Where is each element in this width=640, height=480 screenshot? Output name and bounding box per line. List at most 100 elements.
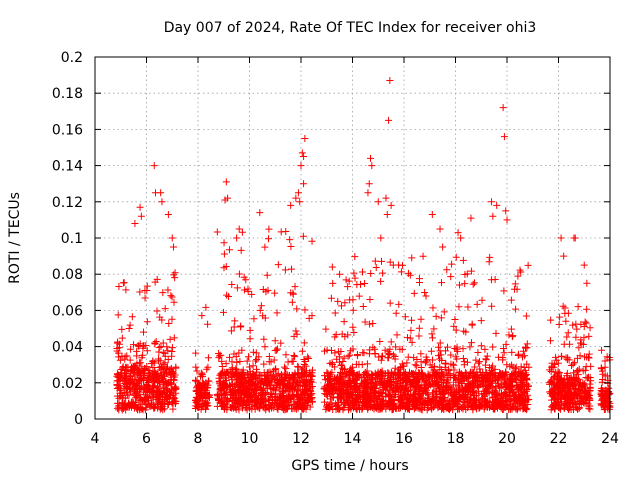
data-point (397, 397, 405, 405)
data-point (525, 382, 533, 390)
data-point (485, 258, 493, 266)
data-point (379, 372, 387, 380)
data-point (505, 396, 513, 404)
data-point (472, 356, 480, 364)
data-point (265, 397, 273, 405)
data-point (345, 368, 353, 376)
data-point (573, 354, 581, 362)
data-point (238, 373, 246, 381)
data-point (371, 257, 379, 265)
data-point (495, 401, 503, 409)
x-tick-label: 8 (194, 431, 203, 447)
data-point (404, 334, 412, 342)
data-point (546, 380, 554, 388)
data-point (122, 286, 130, 294)
data-point (167, 371, 175, 379)
data-point (249, 348, 257, 356)
data-point (338, 395, 346, 403)
data-point (200, 389, 208, 397)
data-point (599, 394, 607, 402)
data-point (172, 383, 180, 391)
data-point (250, 370, 258, 378)
data-point (116, 386, 124, 394)
data-point (332, 400, 340, 408)
data-point (264, 235, 272, 243)
data-point (220, 250, 228, 258)
data-point (435, 343, 443, 351)
data-point (288, 357, 296, 365)
data-point (559, 379, 567, 387)
data-point (341, 299, 349, 307)
data-point (237, 246, 245, 254)
data-point (245, 363, 253, 371)
data-point (499, 104, 507, 112)
data-point (274, 370, 282, 378)
data-point (218, 357, 226, 365)
data-point (417, 315, 425, 323)
data-point (559, 302, 567, 310)
data-point (417, 363, 425, 371)
data-point (521, 389, 529, 397)
data-point (563, 333, 571, 341)
data-point (219, 383, 227, 391)
data-point (156, 405, 164, 413)
data-point (481, 345, 489, 353)
data-point (584, 389, 592, 397)
data-point (463, 358, 471, 366)
data-point (118, 325, 126, 333)
data-point (114, 371, 122, 379)
data-point (347, 405, 355, 413)
data-point (566, 398, 574, 406)
data-point (444, 343, 452, 351)
data-point (271, 289, 279, 297)
data-point (222, 360, 230, 368)
data-point (289, 289, 297, 297)
data-point (362, 388, 370, 396)
data-point (252, 357, 260, 365)
data-point (261, 343, 269, 351)
data-point (468, 321, 476, 329)
data-point (442, 347, 450, 355)
data-point (335, 399, 343, 407)
data-point (360, 371, 368, 379)
data-point (390, 376, 398, 384)
data-point (462, 383, 470, 391)
data-point (374, 198, 382, 206)
data-point (308, 237, 316, 245)
y-tick-label: 0.12 (52, 195, 83, 211)
data-point (369, 320, 377, 328)
data-point (359, 303, 367, 311)
data-point (385, 350, 393, 358)
data-point (251, 398, 259, 406)
data-point (468, 387, 476, 395)
data-point (161, 305, 169, 313)
data-point (391, 364, 399, 372)
data-point (304, 354, 312, 362)
data-point (360, 349, 368, 357)
data-point (308, 394, 316, 402)
data-point (586, 324, 594, 332)
data-point (358, 399, 366, 407)
data-point (171, 394, 179, 402)
data-point (486, 253, 494, 261)
data-point (385, 369, 393, 377)
data-point (230, 323, 238, 331)
data-point (439, 243, 447, 251)
data-point (433, 377, 441, 385)
data-point (524, 261, 532, 269)
data-point (223, 291, 231, 299)
data-point (421, 384, 429, 392)
data-point (506, 363, 514, 371)
data-point (466, 343, 474, 351)
data-point (159, 289, 167, 297)
data-point (195, 403, 203, 411)
data-point (432, 378, 440, 386)
data-point (230, 392, 238, 400)
data-point (277, 371, 285, 379)
data-point (298, 395, 306, 403)
data-point (234, 375, 242, 383)
data-point (353, 352, 361, 360)
data-point (384, 400, 392, 408)
data-point (381, 346, 389, 354)
data-point (500, 349, 508, 357)
